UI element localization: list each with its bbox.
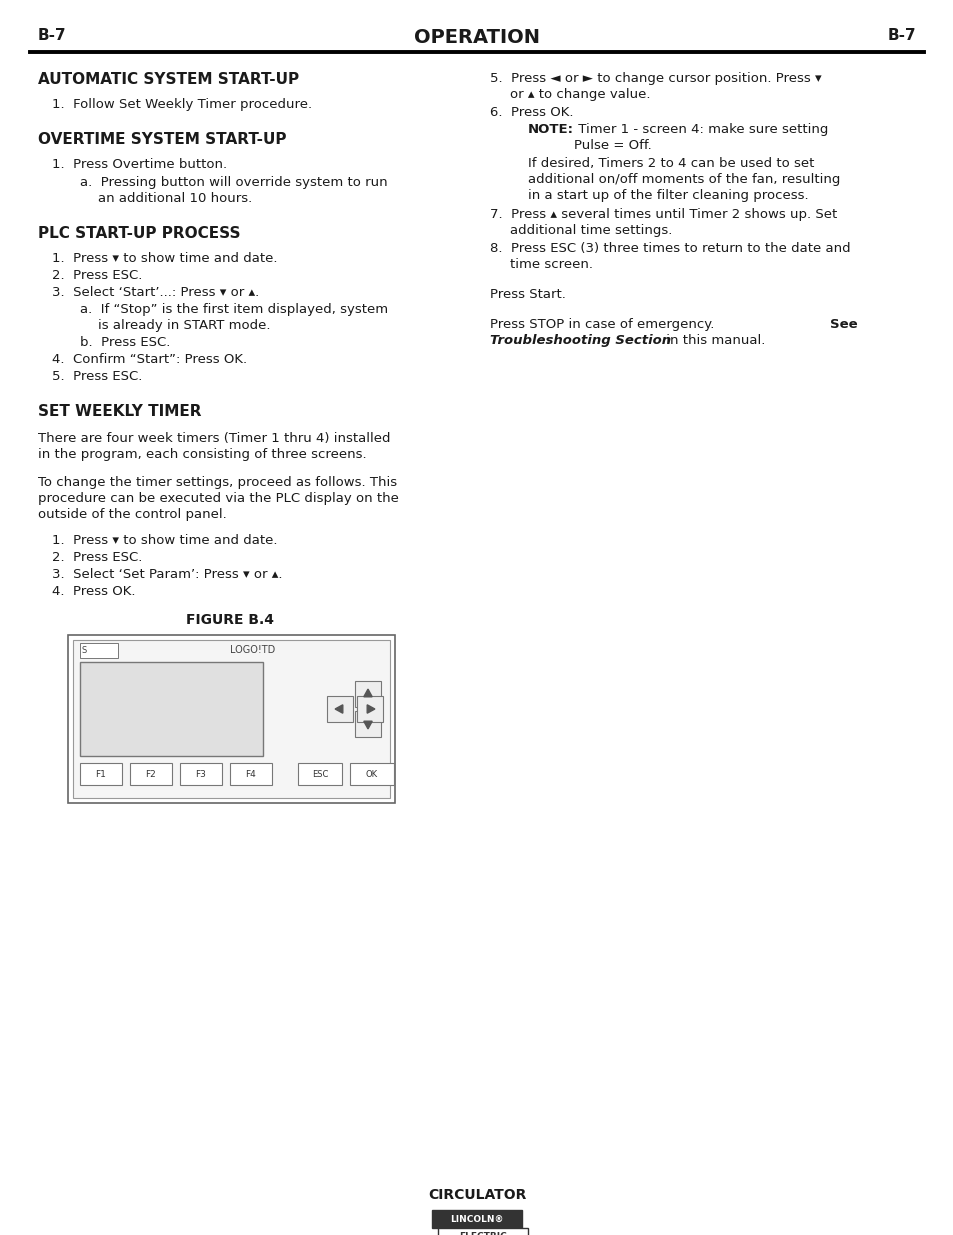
Bar — [350, 763, 394, 785]
Text: See: See — [829, 317, 857, 331]
Text: Pulse = Off.: Pulse = Off. — [574, 140, 651, 152]
Text: 3.  Select ‘Set Param’: Press ▾ or ▴.: 3. Select ‘Set Param’: Press ▾ or ▴. — [52, 568, 282, 580]
Polygon shape — [363, 721, 372, 729]
Bar — [437, 1228, 527, 1235]
Text: 2.  Press ESC.: 2. Press ESC. — [52, 269, 142, 282]
Text: Timer 1 - screen 4: make sure setting: Timer 1 - screen 4: make sure setting — [574, 124, 827, 136]
Bar — [432, 1210, 521, 1228]
Text: Press STOP in case of emergency.: Press STOP in case of emergency. — [490, 317, 714, 331]
Text: F4: F4 — [245, 769, 256, 778]
Bar — [297, 763, 341, 785]
Text: If desired, Timers 2 to 4 can be used to set: If desired, Timers 2 to 4 can be used to… — [527, 157, 814, 170]
Bar — [80, 643, 118, 658]
Text: a.  Pressing button will override system to run: a. Pressing button will override system … — [80, 177, 387, 189]
Text: in the program, each consisting of three screens.: in the program, each consisting of three… — [38, 448, 366, 461]
Text: additional time settings.: additional time settings. — [510, 224, 672, 237]
Bar — [355, 711, 380, 737]
Text: ELECTRIC: ELECTRIC — [458, 1233, 506, 1235]
Text: additional on/off moments of the fan, resulting: additional on/off moments of the fan, re… — [527, 173, 840, 186]
Text: 1.  Press ▾ to show time and date.: 1. Press ▾ to show time and date. — [52, 534, 277, 547]
Text: FIGURE B.4: FIGURE B.4 — [186, 613, 274, 627]
Text: B-7: B-7 — [38, 28, 67, 43]
Text: in a start up of the filter cleaning process.: in a start up of the filter cleaning pro… — [527, 189, 808, 203]
Text: B-7: B-7 — [886, 28, 915, 43]
Text: 4.  Confirm “Start”: Press OK.: 4. Confirm “Start”: Press OK. — [52, 353, 247, 366]
Bar — [180, 763, 222, 785]
Text: OPERATION: OPERATION — [414, 28, 539, 47]
Text: ESC: ESC — [312, 769, 328, 778]
Bar — [230, 763, 272, 785]
Text: OK: OK — [366, 769, 377, 778]
Text: time screen.: time screen. — [510, 258, 593, 270]
Text: b.  Press ESC.: b. Press ESC. — [80, 336, 171, 350]
Text: F2: F2 — [146, 769, 156, 778]
Polygon shape — [363, 689, 372, 697]
Text: 1.  Press ▾ to show time and date.: 1. Press ▾ to show time and date. — [52, 252, 277, 266]
Bar — [130, 763, 172, 785]
Polygon shape — [367, 705, 375, 713]
Text: AUTOMATIC SYSTEM START-UP: AUTOMATIC SYSTEM START-UP — [38, 72, 299, 86]
Text: 2.  Press ESC.: 2. Press ESC. — [52, 551, 142, 564]
Bar — [80, 662, 263, 756]
Text: F1: F1 — [95, 769, 107, 778]
Text: is already in START mode.: is already in START mode. — [98, 319, 271, 332]
Text: outside of the control panel.: outside of the control panel. — [38, 508, 227, 521]
Bar — [73, 640, 390, 798]
Text: 6.  Press OK.: 6. Press OK. — [490, 106, 573, 119]
Text: SET WEEKLY TIMER: SET WEEKLY TIMER — [38, 404, 201, 419]
Text: Press Start.: Press Start. — [490, 288, 565, 301]
Text: procedure can be executed via the PLC display on the: procedure can be executed via the PLC di… — [38, 492, 398, 505]
Text: 4.  Press OK.: 4. Press OK. — [52, 585, 135, 598]
Text: 5.  Press ◄ or ► to change cursor position. Press ▾: 5. Press ◄ or ► to change cursor positio… — [490, 72, 821, 85]
Text: LINCOLN®: LINCOLN® — [450, 1214, 503, 1224]
Text: OVERTIME SYSTEM START-UP: OVERTIME SYSTEM START-UP — [38, 132, 286, 147]
Text: F3: F3 — [195, 769, 206, 778]
Bar — [356, 697, 382, 722]
Text: NOTE:: NOTE: — [527, 124, 574, 136]
Bar — [327, 697, 353, 722]
Text: To change the timer settings, proceed as follows. This: To change the timer settings, proceed as… — [38, 475, 396, 489]
Text: 7.  Press ▴ several times until Timer 2 shows up. Set: 7. Press ▴ several times until Timer 2 s… — [490, 207, 837, 221]
Text: a.  If “Stop” is the first item displayed, system: a. If “Stop” is the first item displayed… — [80, 303, 388, 316]
Text: There are four week timers (Timer 1 thru 4) installed: There are four week timers (Timer 1 thru… — [38, 432, 390, 445]
Text: 5.  Press ESC.: 5. Press ESC. — [52, 370, 142, 383]
Polygon shape — [335, 705, 342, 713]
Text: 3.  Select ‘Start’...: Press ▾ or ▴.: 3. Select ‘Start’...: Press ▾ or ▴. — [52, 287, 259, 299]
Text: LOGO!TD: LOGO!TD — [230, 645, 275, 655]
Text: PLC START-UP PROCESS: PLC START-UP PROCESS — [38, 226, 240, 241]
Bar — [80, 763, 122, 785]
Text: in this manual.: in this manual. — [661, 333, 764, 347]
Text: an additional 10 hours.: an additional 10 hours. — [98, 191, 252, 205]
Text: 8.  Press ESC (3) three times to return to the date and: 8. Press ESC (3) three times to return t… — [490, 242, 850, 254]
Text: S: S — [82, 646, 87, 655]
Text: CIRCULATOR: CIRCULATOR — [427, 1188, 526, 1202]
Text: or ▴ to change value.: or ▴ to change value. — [510, 88, 650, 101]
Bar — [355, 680, 380, 706]
Text: 1.  Follow Set Weekly Timer procedure.: 1. Follow Set Weekly Timer procedure. — [52, 98, 312, 111]
Text: Troubleshooting Section: Troubleshooting Section — [490, 333, 670, 347]
Text: 1.  Press Overtime button.: 1. Press Overtime button. — [52, 158, 227, 170]
Bar — [68, 635, 395, 803]
